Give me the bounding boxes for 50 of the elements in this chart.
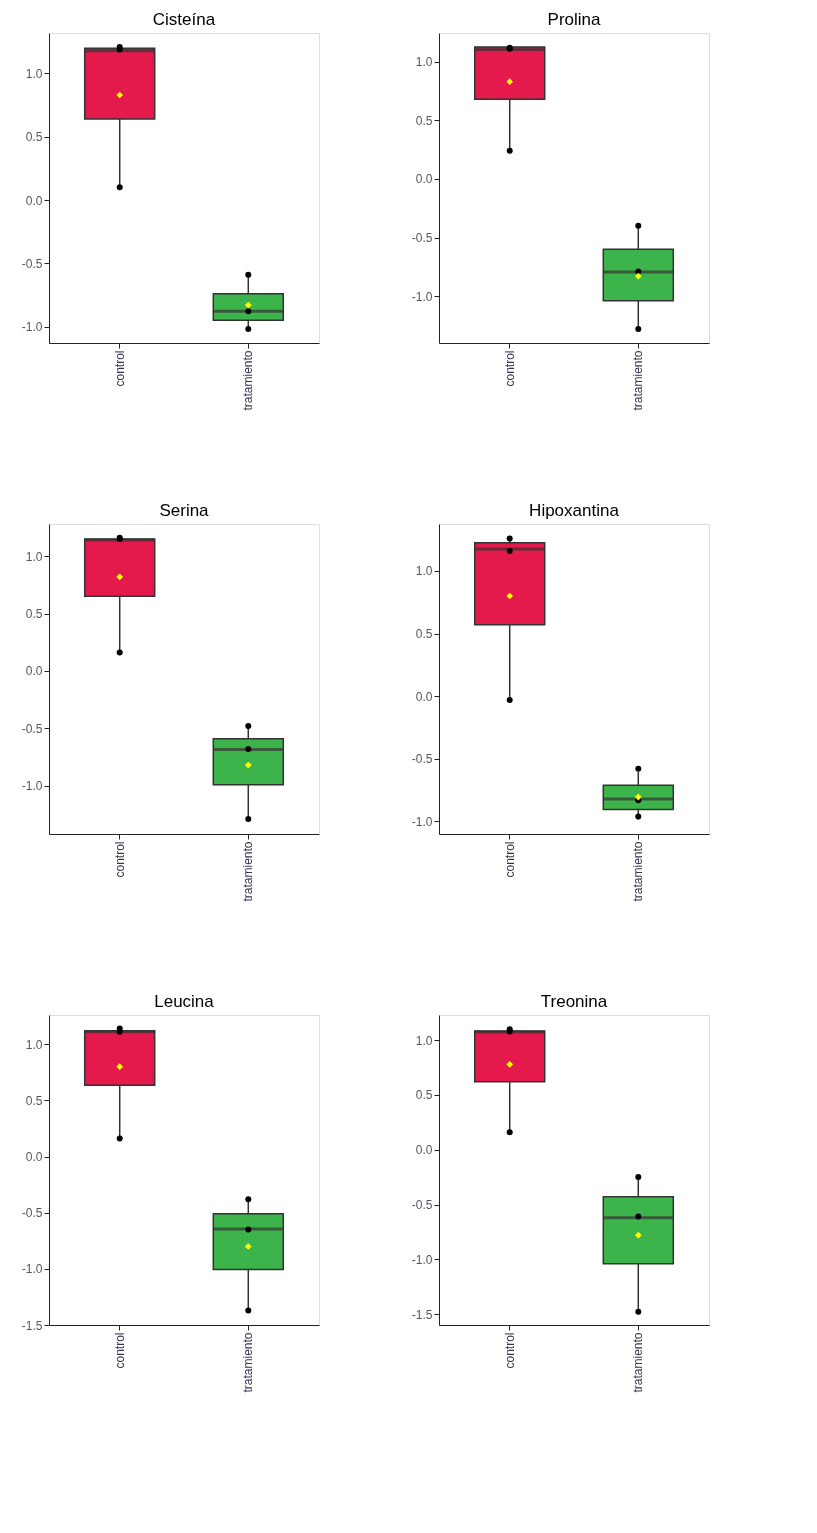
y-tick-label: -0.5 [411,752,433,767]
chart-title: Leucina [154,992,215,1011]
y-tick-label: -1.0 [411,289,433,304]
y-tick-label: 1.0 [415,1033,433,1048]
x-tick-label: control [502,350,517,387]
y-tick-label: -1.0 [21,320,43,335]
y-tick-label: -0.5 [21,256,43,271]
chart-title: Cisteína [152,10,216,29]
y-tick-label: 0.5 [25,607,43,622]
x-tick-label: control [502,1332,517,1369]
y-tick-label: 0.5 [415,627,433,642]
x-tick-label: tratamiento [631,1332,646,1393]
y-tick-label: -0.5 [21,721,43,736]
y-tick-label: -0.5 [21,1206,43,1221]
y-tick-label: 0.0 [415,172,433,187]
y-tick-label: 0.0 [25,664,43,679]
chart-title: Hipoxantina [529,501,620,520]
y-tick-label: 1.0 [25,66,43,81]
y-tick-label: -0.5 [411,231,433,246]
x-tick-label: control [502,841,517,878]
y-tick-label: 0.0 [415,1143,433,1158]
chart-title: Prolina [547,10,601,29]
y-tick-label: -1.0 [21,779,43,794]
x-tick-label: control [112,350,127,387]
x-tick-label: control [112,841,127,878]
y-tick-label: -1.0 [411,1252,433,1267]
y-tick-label: 0.0 [415,689,433,704]
x-tick-label: tratamiento [631,350,646,411]
chart-title: Serina [159,501,210,520]
x-tick-label: tratamiento [241,841,256,902]
y-tick-label: 0.5 [415,113,433,128]
y-tick-label: -1.5 [411,1307,433,1322]
y-tick-label: -1.0 [21,1262,43,1277]
x-tick-label: tratamiento [241,1332,256,1393]
y-tick-label: 1.0 [415,564,433,579]
y-tick-label: -1.0 [411,814,433,829]
y-tick-label: -1.5 [21,1318,43,1333]
x-tick-label: tratamiento [241,350,256,411]
y-tick-label: 0.0 [25,193,43,208]
chart-title: Treonina [540,992,608,1011]
y-tick-label: 0.0 [25,1150,43,1165]
y-tick-label: 0.5 [415,1088,433,1103]
y-tick-label: 1.0 [25,549,43,564]
y-tick-label: 1.0 [25,1037,43,1052]
y-tick-label: 1.0 [415,55,433,70]
y-tick-label: 0.5 [25,1093,43,1108]
x-tick-label: tratamiento [631,841,646,902]
x-tick-label: control [112,1332,127,1369]
y-tick-label: -0.5 [411,1198,433,1213]
y-tick-label: 0.5 [25,130,43,145]
